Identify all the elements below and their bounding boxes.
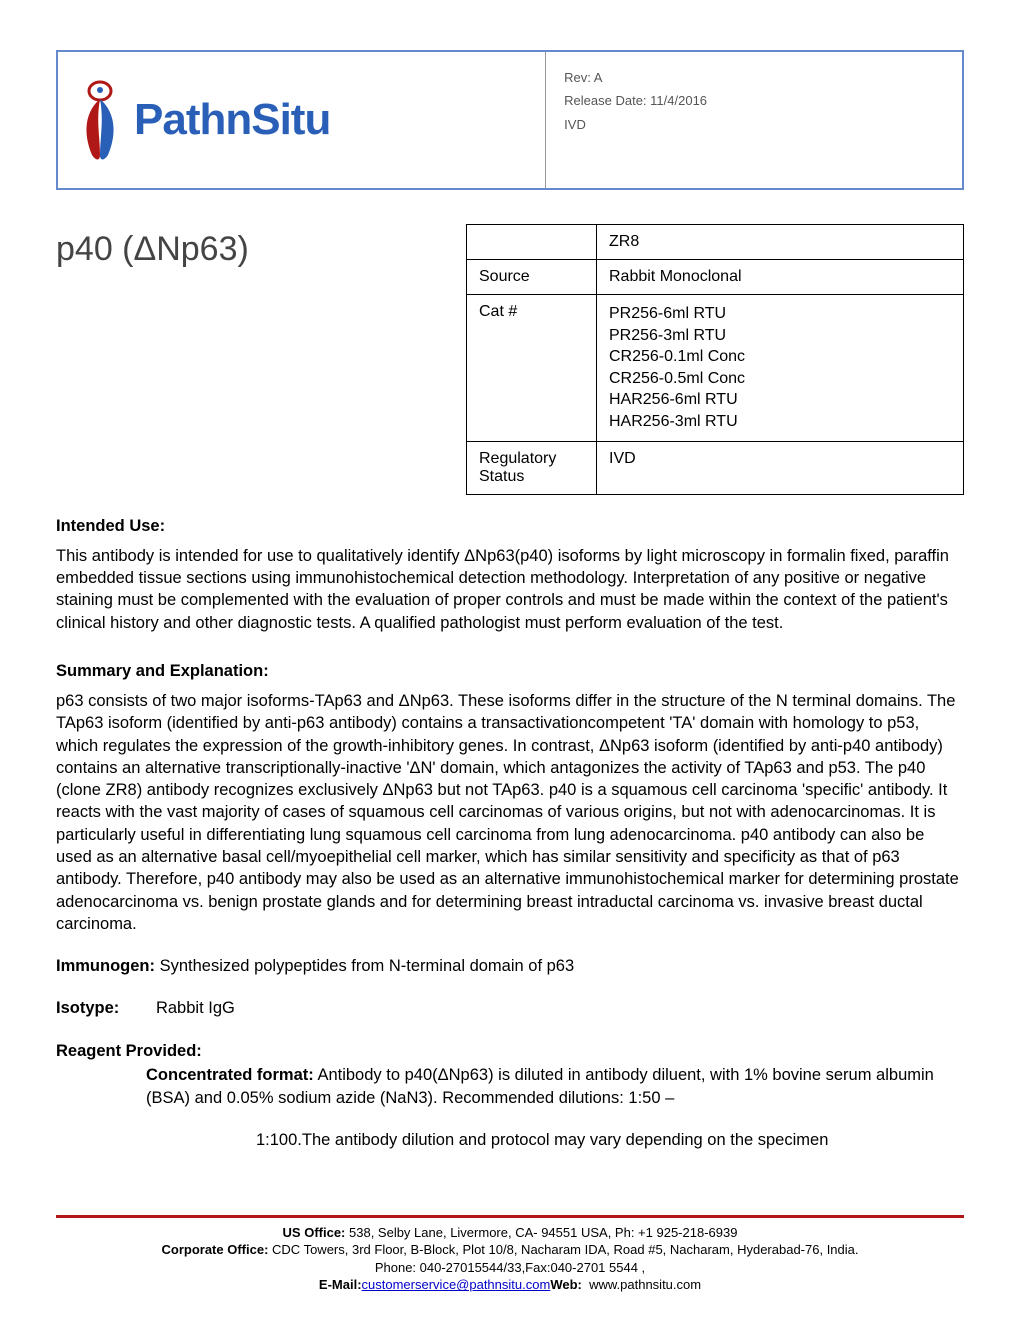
footer-email-link[interactable]: customerservice@pathnsitu.com [362,1277,551,1292]
ivd-line: IVD [564,113,944,136]
cat-number: HAR256-3ml RTU [609,411,951,433]
reg-label-cell: Regulatory Status [467,441,597,494]
reagent-line2: 1:100.The antibody dilution and protocol… [56,1129,964,1153]
clone-label-cell [467,225,597,260]
logo-icon [72,77,128,163]
release-line: Release Date: 11/4/2016 [564,89,944,112]
reagent-heading: Reagent Provided: [56,1042,202,1060]
cat-label-cell: Cat # [467,295,597,442]
footer: US Office: 538, Selby Lane, Livermore, C… [56,1215,964,1294]
footer-email-line: E-Mail:customerservice@pathnsitu.comWeb:… [56,1276,964,1294]
info-table: ZR8 Source Rabbit Monoclonal Cat # PR256… [466,224,964,495]
summary-heading: Summary and Explanation: [56,660,964,682]
title-row: p40 (ΔNp63) ZR8 Source Rabbit Monoclonal… [56,224,964,495]
rev-line: Rev: A [564,66,944,89]
cat-number: HAR256-6ml RTU [609,389,951,411]
isotype-line: Isotype: Rabbit IgG [56,997,964,1019]
isotype-label: Isotype: [56,999,119,1017]
reagent-block: Reagent Provided: Concentrated format: A… [56,1040,964,1154]
table-row: Regulatory Status IVD [467,441,964,494]
immunogen-label: Immunogen: [56,957,155,975]
intended-use-heading: Intended Use: [56,515,964,537]
summary-text: p63 consists of two major isoforms-TAp63… [56,690,964,935]
intended-use-text: This antibody is intended for use to qua… [56,545,964,634]
footer-corp-line: Corporate Office: CDC Towers, 3rd Floor,… [56,1241,964,1259]
logo: PathnSitu [72,77,330,163]
header-box: PathnSitu Rev: A Release Date: 11/4/2016… [56,50,964,190]
immunogen-line: Immunogen: Synthesized polypeptides from… [56,955,964,977]
cat-number: PR256-3ml RTU [609,325,951,347]
cat-values-cell: PR256-6ml RTUPR256-3ml RTUCR256-0.1ml Co… [597,295,964,442]
footer-phone-line: Phone: 040-27015544/33,Fax:040-2701 5544… [56,1259,964,1277]
immunogen-value: Synthesized polypeptides from N-terminal… [160,957,575,975]
body-text: Intended Use: This antibody is intended … [56,515,964,1154]
table-row: ZR8 [467,225,964,260]
document-page: PathnSitu Rev: A Release Date: 11/4/2016… [0,0,1020,1153]
product-title: p40 (ΔNp63) [56,224,436,269]
reg-value-cell: IVD [597,441,964,494]
cat-number: PR256-6ml RTU [609,303,951,325]
logo-text: PathnSitu [134,95,330,145]
footer-us-line: US Office: 538, Selby Lane, Livermore, C… [56,1224,964,1242]
cat-number: CR256-0.5ml Conc [609,368,951,390]
reagent-sub-label: Concentrated format: [146,1066,314,1084]
table-row: Cat # PR256-6ml RTUPR256-3ml RTUCR256-0.… [467,295,964,442]
isotype-value: Rabbit IgG [156,999,235,1017]
header-logo-cell: PathnSitu [58,52,546,188]
reagent-conc-line: Concentrated format: Antibody to p40(ΔNp… [56,1064,964,1112]
header-meta-cell: Rev: A Release Date: 11/4/2016 IVD [546,52,962,188]
cat-number: CR256-0.1ml Conc [609,346,951,368]
source-value-cell: Rabbit Monoclonal [597,260,964,295]
table-row: Source Rabbit Monoclonal [467,260,964,295]
source-label-cell: Source [467,260,597,295]
clone-value-cell: ZR8 [597,225,964,260]
